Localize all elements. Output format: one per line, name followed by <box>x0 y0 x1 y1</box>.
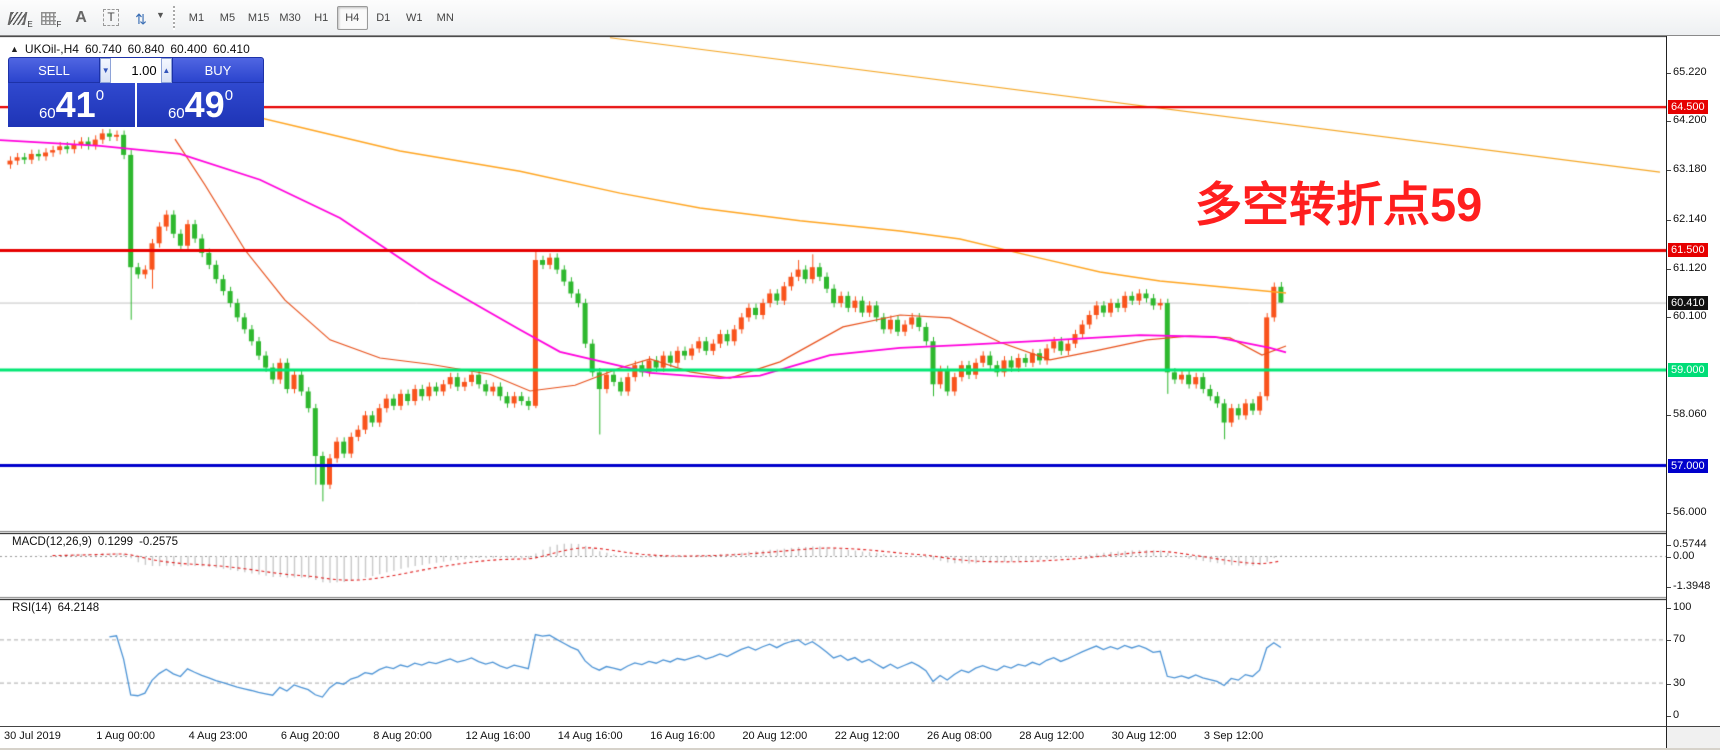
price-axis[interactable]: 65.220 64.200 63.180 62.140 61.120 60.100 58.0… <box>1666 36 1720 726</box>
price-tick-label: 63.180 <box>1667 163 1707 176</box>
window-bottom-edge <box>0 748 1720 750</box>
volume-decrease-button[interactable]: ▼ <box>100 58 112 83</box>
price-badge-60.410: 60.410 <box>1668 295 1708 310</box>
price-badge-59.000: 59.000 <box>1668 362 1708 377</box>
volume-increase-button[interactable]: ▲ <box>160 58 172 83</box>
macd-axis-label: 0.00 <box>1666 550 1695 562</box>
price-badge-61.500: 61.500 <box>1668 243 1708 258</box>
ohlc-low: 60.400 <box>170 42 208 56</box>
chart-area: ▲ UKOil-,H4 60.740 60.840 60.400 60.410 SEL… <box>0 36 1666 726</box>
text-label-glyph: A <box>75 8 87 26</box>
grid-tool-icon[interactable]: F <box>36 5 66 31</box>
macd-signal-value: -0.2575 <box>139 536 179 548</box>
price-tick-label: 56.000 <box>1667 506 1707 519</box>
time-tick-label: 30 Aug 12:00 <box>1111 730 1177 742</box>
time-tick-label: 30 Jul 2019 <box>4 730 61 742</box>
ohlc-close: 60.410 <box>213 42 250 56</box>
chevron-down-icon[interactable]: ▼ <box>156 9 165 20</box>
timeframe-button-m15[interactable]: M15 <box>247 11 270 24</box>
timeframe-button-m1[interactable]: M1 <box>188 11 205 24</box>
timeframe-button-m30[interactable]: M30 <box>279 11 301 24</box>
timeframe-button-h1[interactable]: H1 <box>314 11 329 24</box>
rsi-axis-label: 0 <box>1666 709 1680 721</box>
time-tick-label: 12 Aug 16:00 <box>465 730 531 742</box>
symbol-label: UKOil-,H4 <box>24 42 79 56</box>
time-tick-label: 22 Aug 12:00 <box>834 730 900 742</box>
buy-price-display[interactable]: 60 49 0 <box>137 83 264 127</box>
timeframe-button-d1[interactable]: D1 <box>376 11 391 24</box>
rsi-value: 64.2148 <box>57 602 100 614</box>
chart-annotation-text: 多空转折点59 <box>1195 178 1483 231</box>
volume-input[interactable] <box>111 58 161 83</box>
price-tick-label: 64.200 <box>1667 114 1707 127</box>
toolbar-separator <box>172 5 175 30</box>
cursor-tool-glyph: ⇅ <box>135 10 147 27</box>
price-tick-label: 62.140 <box>1667 212 1707 225</box>
text-label-icon[interactable]: A <box>66 5 96 31</box>
rsi-indicator-label: RSI(14) 64.2148 <box>12 602 105 614</box>
price-tick-label: 61.120 <box>1667 261 1707 274</box>
time-axis[interactable]: 30 Jul 2019 1 Aug 00:00 4 Aug 23:00 6 Aug 2… <box>0 726 1666 748</box>
timeframe-button-mn[interactable]: MN <box>436 11 454 24</box>
sell-price-sup: 0 <box>95 87 105 104</box>
toolbar: E F A T ⇅ ▼ M1 M5 M15 M30 H1 H4 D1 W1 MN <box>0 0 1720 36</box>
rsi-axis-label: 30 <box>1666 676 1686 689</box>
cursor-tool-icon[interactable]: ⇅ <box>126 5 156 31</box>
chart-canvas[interactable] <box>0 36 1666 726</box>
pattern-tool-glyph <box>7 11 28 25</box>
time-tick-label: 20 Aug 12:00 <box>742 730 808 742</box>
rsi-name: RSI(14) <box>12 602 52 614</box>
collapse-panel-icon[interactable]: ▲ <box>10 44 19 54</box>
time-tick-label: 14 Aug 16:00 <box>557 730 623 742</box>
grid-tool-sub: F <box>56 19 62 29</box>
buy-price-small: 60 <box>167 105 185 122</box>
time-tick-label: 1 Aug 00:00 <box>96 730 156 742</box>
text-box-glyph: T <box>103 8 119 26</box>
buy-price-big: 49 <box>184 84 225 125</box>
rsi-axis-label: 100 <box>1666 601 1692 613</box>
text-box-icon[interactable]: T <box>96 5 126 31</box>
timeframe-button-h4[interactable]: H4 <box>336 5 368 30</box>
axis-corner <box>1666 726 1720 750</box>
time-tick-label: 6 Aug 20:00 <box>280 730 340 742</box>
sell-price-small: 60 <box>38 105 56 122</box>
macd-value: 0.1299 <box>97 536 134 548</box>
rsi-axis-label: 70 <box>1666 633 1686 646</box>
buy-button[interactable]: BUY <box>172 57 264 83</box>
grid-tool-glyph <box>40 11 56 25</box>
price-badge-57.000: 57.000 <box>1668 458 1708 473</box>
time-tick-label: 16 Aug 16:00 <box>650 730 715 742</box>
time-tick-label: 26 Aug 08:00 <box>927 730 992 742</box>
ohlc-open: 60.740 <box>84 42 122 56</box>
volume-control: ▼ ▲ <box>100 57 172 83</box>
price-tick-label: 60.100 <box>1667 310 1707 323</box>
macd-indicator-label: MACD(12,26,9) 0.1299 -0.2575 <box>12 536 184 548</box>
timeframe-button-w1[interactable]: W1 <box>405 11 423 24</box>
timeframe-group: M1 M5 M15 M30 H1 H4 D1 W1 MN <box>181 5 461 30</box>
time-tick-label: 3 Sep 12:00 <box>1203 730 1264 742</box>
sell-button[interactable]: SELL <box>8 57 100 83</box>
macd-axis-label: 0.5744 <box>1667 537 1707 550</box>
time-tick-label: 4 Aug 23:00 <box>188 730 248 742</box>
price-badge-64.500: 64.500 <box>1668 100 1708 115</box>
sell-price-big: 41 <box>55 84 96 125</box>
pattern-tool-icon[interactable]: E <box>6 5 36 31</box>
sell-price-display[interactable]: 60 41 0 <box>8 83 135 127</box>
price-tick-label: 65.220 <box>1667 65 1707 78</box>
pattern-tool-sub: E <box>27 19 33 29</box>
time-tick-label: 8 Aug 20:00 <box>373 730 432 742</box>
chart-title: ▲ UKOil-,H4 60.740 60.840 60.400 60.410 <box>10 42 250 56</box>
macd-axis-label: -1.3948 <box>1666 579 1711 592</box>
ohlc-high: 60.840 <box>127 42 165 56</box>
macd-name: MACD(12,26,9) <box>12 536 92 548</box>
timeframe-button-m5[interactable]: M5 <box>219 11 236 24</box>
time-tick-label: 28 Aug 12:00 <box>1019 730 1085 742</box>
buy-price-sup: 0 <box>224 87 234 104</box>
price-tick-label: 58.060 <box>1667 407 1707 420</box>
